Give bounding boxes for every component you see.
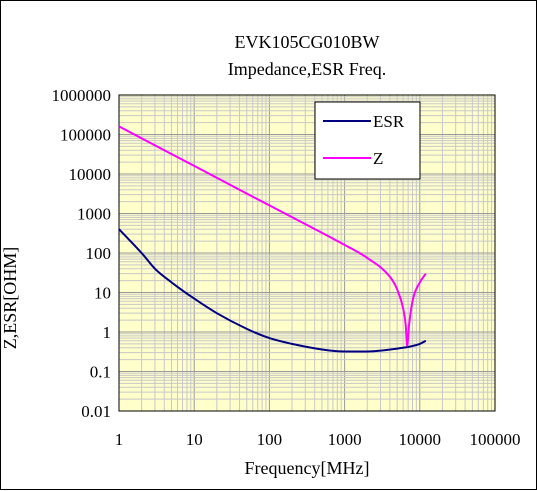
y-tick-label: 1: [103, 323, 112, 342]
y-tick-label: 0.01: [81, 402, 111, 421]
tick-labels: 1 10 100 1000 10000 100000 1000000 100000 10000 1…: [52, 86, 521, 449]
y-tick-label: 10000: [69, 165, 112, 184]
plot-border: [118, 94, 496, 412]
x-tick-label: 100: [257, 430, 283, 449]
x-axis-label: Frequency[MHz]: [245, 458, 370, 478]
series-line-z: [118, 125, 427, 347]
y-tick-label: 0.1: [90, 363, 111, 382]
y-tick-label: 100: [86, 244, 112, 263]
chart-title: EVK105CG010BW: [235, 32, 380, 52]
y-tick-label: 1000000: [52, 86, 112, 105]
y-tick-label: 100000: [60, 126, 111, 145]
x-tick-label: 1000: [328, 430, 362, 449]
x-tick-label: 100000: [470, 430, 521, 449]
x-tick-label: 10: [186, 430, 203, 449]
x-tick-label: 1: [115, 430, 124, 449]
chart-subtitle: Impedance,ESR Freq.: [228, 59, 386, 79]
y-axis-label: Z,ESR[OHM]: [1, 247, 20, 350]
legend-label-z: Z: [373, 149, 383, 168]
legend-label-esr: ESR: [373, 112, 405, 131]
legend-box: [314, 101, 421, 180]
series-line-esr: [118, 228, 427, 353]
grid: [118, 95, 495, 412]
series-layer: [118, 125, 427, 353]
y-tick-label: 1000: [77, 205, 111, 224]
x-tick-label: 10000: [399, 430, 442, 449]
y-tick-label: 10: [94, 284, 111, 303]
legend: ESR Z: [314, 101, 421, 180]
